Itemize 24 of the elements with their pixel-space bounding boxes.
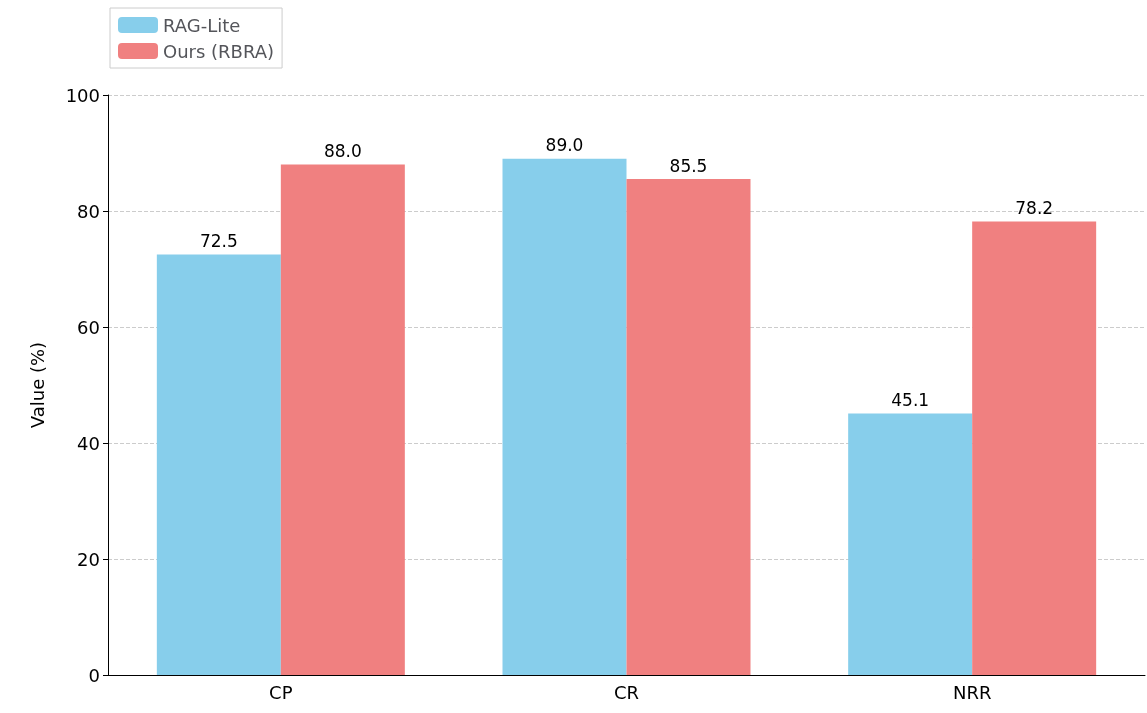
- y-tick-label: 60: [77, 316, 100, 338]
- data-label: 89.0: [545, 135, 584, 156]
- y-tick-label: 20: [77, 548, 100, 570]
- x-tick-label: NRR: [952, 681, 992, 703]
- bar: [502, 158, 627, 675]
- y-tick-label: 100: [65, 84, 100, 106]
- data-label: 85.5: [669, 155, 708, 176]
- x-tick-label: CR: [613, 681, 640, 703]
- data-label: 72.5: [199, 231, 238, 251]
- bar: [280, 164, 405, 675]
- y-tick-label: 0: [88, 664, 100, 686]
- y-tick-label: 80: [77, 200, 100, 222]
- bar: [972, 221, 1097, 675]
- data-label: 78.2: [1015, 197, 1054, 218]
- y-tick-label: 40: [77, 432, 100, 454]
- bar: [156, 254, 281, 675]
- bar: [848, 413, 973, 675]
- data-label: 88.0: [323, 141, 362, 162]
- legend-label: RAG-Lite: [163, 14, 241, 36]
- bar: [626, 179, 751, 675]
- y-axis-title: Value (%): [26, 341, 48, 429]
- x-tick-label: CP: [269, 681, 293, 703]
- data-label: 45.1: [891, 389, 930, 410]
- legend-label: Ours (RBRA): [163, 40, 275, 62]
